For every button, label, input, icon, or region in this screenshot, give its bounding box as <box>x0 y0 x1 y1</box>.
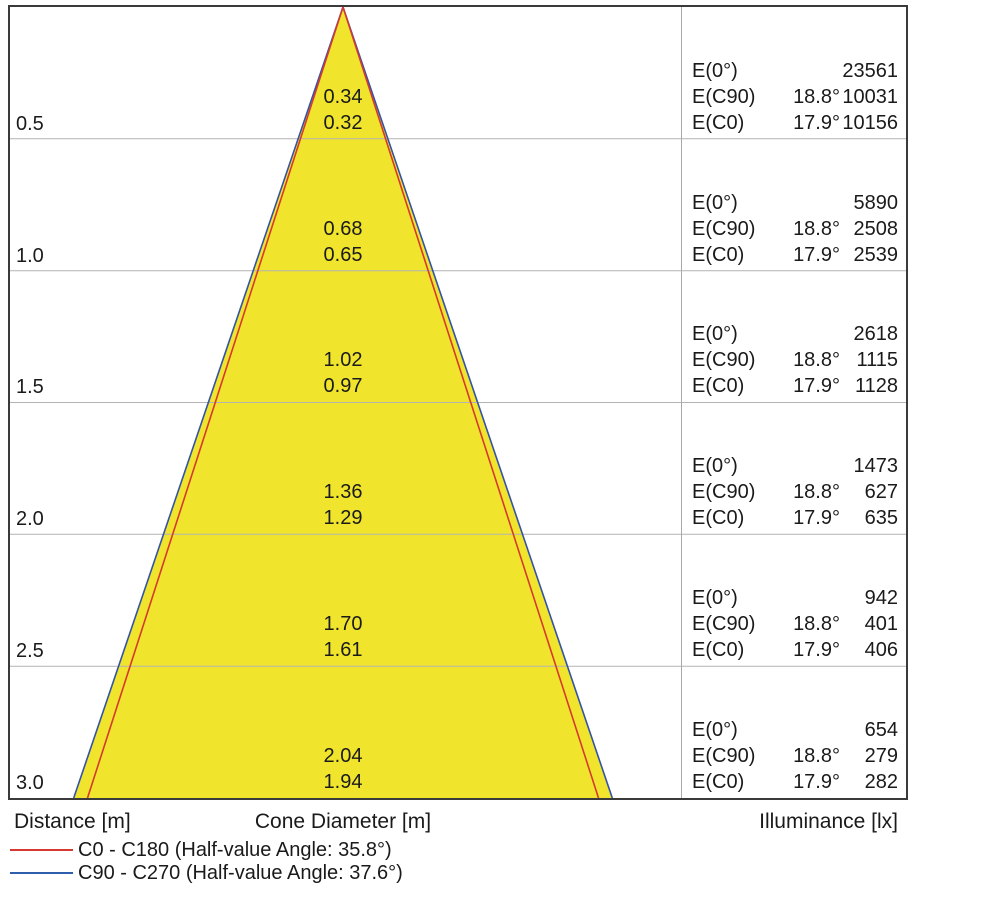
ec90-value: 10031 <box>842 86 898 108</box>
e0-angle <box>784 717 840 743</box>
cone-diameter-c90-value: 1.02 <box>323 349 363 371</box>
ec0-value: 406 <box>864 639 898 661</box>
cone-diameter-c0-value: 1.94 <box>323 771 363 793</box>
illuminance-block: E(0°) 2618 E(C90) 18.8° 1115 E(C0) 17.9° 1128 <box>692 321 898 399</box>
c0-cone-outline <box>86 7 600 798</box>
ec0-value: 1128 <box>854 375 898 397</box>
legend-c0-c180-label: C0 - C180 (Half-value Angle: 35.8°) <box>78 839 392 861</box>
ec90-label: E(C90) <box>692 481 756 503</box>
cone-diameter-c0-value: 0.32 <box>323 112 363 134</box>
e0-label: E(0°) <box>692 192 738 214</box>
cone-diameter-c0-value: 1.61 <box>323 639 363 661</box>
ec90-angle: 18.8° <box>793 745 840 767</box>
ec90-value: 2508 <box>853 218 899 240</box>
ec0-angle: 17.9° <box>793 507 840 529</box>
illuminance-axis-label: Illuminance [lx] <box>759 810 898 833</box>
e0-value: 942 <box>864 587 898 609</box>
ec0-angle: 17.9° <box>793 639 840 661</box>
c90-cone-outline <box>72 7 614 798</box>
ec90-angle: 18.8° <box>793 613 840 635</box>
e0-value: 23561 <box>842 60 898 82</box>
cone-diameter-c0-value: 0.65 <box>323 244 363 266</box>
e0-angle <box>784 321 840 347</box>
ec90-label: E(C90) <box>692 218 756 240</box>
e0-angle <box>784 585 840 611</box>
ec0-angle: 17.9° <box>793 244 840 266</box>
column-divider <box>681 7 682 798</box>
ec90-label: E(C90) <box>692 613 756 635</box>
ec90-value: 1115 <box>856 349 898 371</box>
cone-diameter-values: 1.02 0.97 <box>243 347 443 399</box>
cone-chart-area <box>8 5 908 800</box>
illuminance-block: E(0°) 942 E(C90) 18.8° 401 E(C0) 17.9° 406 <box>692 585 898 663</box>
e0-label: E(0°) <box>692 323 738 345</box>
cone-diameter-c0-value: 1.29 <box>323 507 363 529</box>
e0-value: 1473 <box>853 455 899 477</box>
e0-label: E(0°) <box>692 455 738 477</box>
ec0-angle: 17.9° <box>793 375 840 397</box>
distance-axis-label: Distance [m] <box>14 810 131 833</box>
ec90-value: 401 <box>864 613 898 635</box>
ec90-label: E(C90) <box>692 745 756 767</box>
distance-label: 1.5 <box>16 376 44 398</box>
e0-label: E(0°) <box>692 60 738 82</box>
cone-diameter-c90-value: 0.68 <box>323 218 363 240</box>
e0-angle <box>784 58 840 84</box>
ec90-value: 279 <box>864 745 898 767</box>
ec0-value: 2539 <box>853 244 899 266</box>
distance-label: 2.0 <box>16 508 44 530</box>
cone-diameter-c90-value: 1.70 <box>323 613 363 635</box>
ec0-angle: 17.9° <box>793 771 840 793</box>
ec0-value: 10156 <box>842 112 898 134</box>
e0-label: E(0°) <box>692 719 738 741</box>
ec90-angle: 18.8° <box>793 86 840 108</box>
ec0-label: E(C0) <box>692 507 745 529</box>
e0-angle <box>784 190 840 216</box>
ec0-label: E(C0) <box>692 771 745 793</box>
e0-label: E(0°) <box>692 587 738 609</box>
legend-c0-line-swatch <box>10 849 73 851</box>
illuminance-block: E(0°) 5890 E(C90) 18.8° 2508 E(C0) 17.9° 2539 <box>692 190 898 268</box>
e0-angle <box>784 453 840 479</box>
ec90-angle: 18.8° <box>793 481 840 503</box>
ec90-value: 627 <box>864 481 898 503</box>
illuminance-block: E(0°) 654 E(C90) 18.8° 279 E(C0) 17.9° 282 <box>692 717 898 795</box>
distance-label: 0.5 <box>16 113 44 135</box>
cone-diameter-values: 1.36 1.29 <box>243 479 443 531</box>
e0-value: 5890 <box>853 192 899 214</box>
illuminance-block: E(0°) 23561 E(C90) 18.8° 10031 E(C0) 17.9° 10… <box>692 58 898 136</box>
cone-diameter-values: 1.70 1.61 <box>243 611 443 663</box>
e0-value: 2618 <box>853 323 899 345</box>
ec0-value: 282 <box>864 771 898 793</box>
distance-label: 1.0 <box>16 245 44 267</box>
ec0-label: E(C0) <box>692 375 745 397</box>
illuminance-block: E(0°) 1473 E(C90) 18.8° 627 E(C0) 17.9° 635 <box>692 453 898 531</box>
cone-diameter-c90-value: 1.36 <box>323 481 363 503</box>
legend-c90-c270-label: C90 - C270 (Half-value Angle: 37.6°) <box>78 862 403 884</box>
e0-value: 654 <box>864 719 898 741</box>
ec0-angle: 17.9° <box>793 112 840 134</box>
cone-diameter-values: 0.68 0.65 <box>243 216 443 268</box>
ec0-label: E(C0) <box>692 639 745 661</box>
distance-label: 2.5 <box>16 640 44 662</box>
ec90-angle: 18.8° <box>793 349 840 371</box>
cone-diameter-c90-value: 0.34 <box>323 86 363 108</box>
legend-c90-line-swatch <box>10 872 73 874</box>
ec90-label: E(C90) <box>692 349 756 371</box>
cone-diameter-axis-label: Cone Diameter [m] <box>254 810 432 833</box>
ec90-angle: 18.8° <box>793 218 840 240</box>
cone-diameter-c0-value: 0.97 <box>323 375 363 397</box>
ec0-label: E(C0) <box>692 112 745 134</box>
distance-label: 3.0 <box>16 772 44 794</box>
cone-diameter-values: 2.04 1.94 <box>243 743 443 795</box>
row-gridlines <box>10 138 906 667</box>
ec90-label: E(C90) <box>692 86 756 108</box>
cone-diameter-values: 0.34 0.32 <box>243 84 443 136</box>
ec0-label: E(C0) <box>692 244 745 266</box>
cone-svg <box>10 7 906 798</box>
cone-diameter-c90-value: 2.04 <box>323 745 363 767</box>
ec0-value: 635 <box>864 507 898 529</box>
